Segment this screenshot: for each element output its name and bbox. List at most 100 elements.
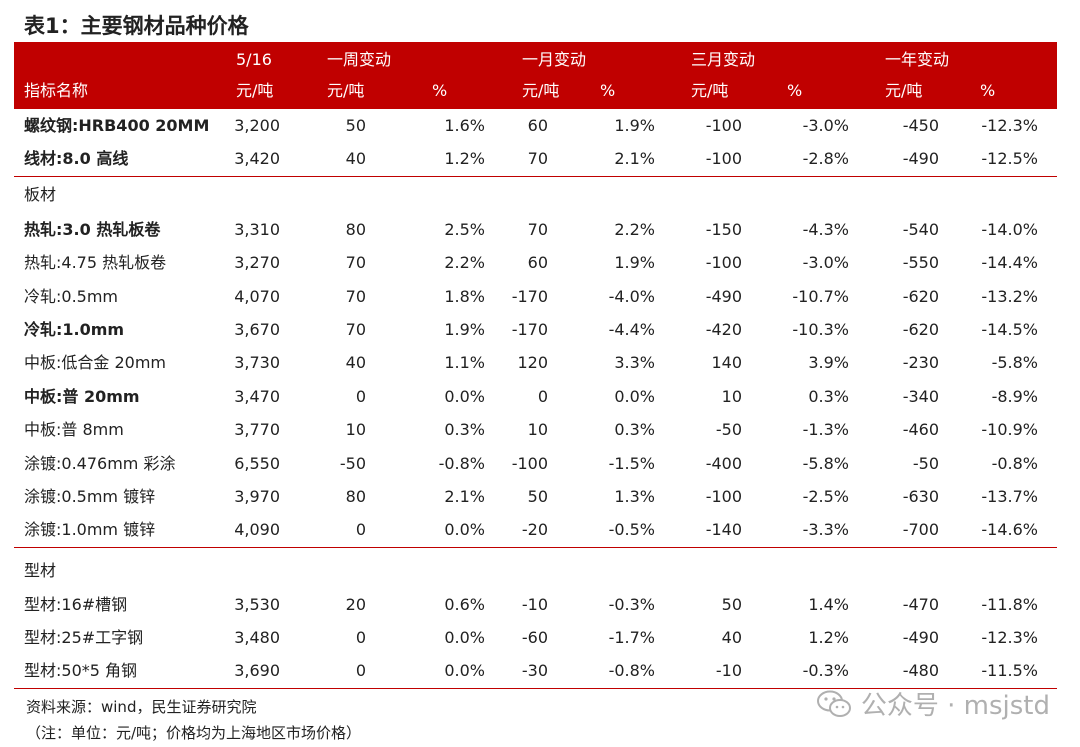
table-cell: 0 <box>355 520 366 540</box>
table-cell: 2.2% <box>614 219 655 239</box>
table-cell: 0.0% <box>444 386 485 406</box>
table-cell: 4,090 <box>234 520 280 540</box>
table-cell: 10 <box>721 386 742 406</box>
table-cell: 1.9% <box>614 116 655 135</box>
table-cell: -30 <box>521 661 548 681</box>
header-cell: 指标名称 <box>24 80 89 100</box>
table-cell: -50 <box>912 453 939 473</box>
table-cell: 50 <box>527 486 548 506</box>
row-label: 型材:50*5 角钢 <box>24 661 138 681</box>
table-cell: -420 <box>705 319 742 339</box>
table-cell: -230 <box>902 353 939 373</box>
table-cell: -4.3% <box>802 219 849 239</box>
table-cell: 1.9% <box>444 319 485 339</box>
section-divider <box>14 546 1057 548</box>
section-label: 型材 <box>24 560 57 580</box>
header-cell: 一年变动 <box>885 50 950 69</box>
table-cell: -14.0% <box>981 219 1038 239</box>
table-row: 螺纹钢:HRB400 20MM 3,200 50 1.6% 60 1.9% -100 -3.0… <box>14 109 1057 142</box>
table-cell: -340 <box>902 386 939 406</box>
table-cell: 3,480 <box>234 628 280 648</box>
table-cell: 1.1% <box>444 353 485 373</box>
header-cell: % <box>432 80 448 100</box>
table-cell: -10 <box>521 594 548 614</box>
table-cell: 1.6% <box>444 116 485 135</box>
table-cell: -3.0% <box>802 253 849 273</box>
table-cell: 3,310 <box>234 219 280 239</box>
source-note: 资料来源：wind，民生证券研究院 <box>26 698 257 716</box>
table-cell: -1.3% <box>802 420 849 440</box>
table-cell: 3,200 <box>234 116 280 135</box>
table-cell: 2.5% <box>444 219 485 239</box>
table-cell: -10.7% <box>792 286 849 306</box>
table-header: 5/16 一周变动 一月变动 三月变动 一年变动 指标名称 元/吨 元/吨% 元/吨% 元/吨%… <box>14 42 1057 109</box>
table-cell: -0.8% <box>991 453 1038 473</box>
table-cell: -400 <box>705 453 742 473</box>
row-label: 热轧:3.0 热轧板卷 <box>24 219 161 239</box>
table-cell: -620 <box>902 286 939 306</box>
table-cell: 1.9% <box>614 253 655 273</box>
table-cell: 70 <box>527 149 548 169</box>
row-label: 中板:普 8mm <box>24 420 124 440</box>
table-cell: 1.3% <box>614 486 655 506</box>
table-cell: -60 <box>521 628 548 648</box>
section-divider <box>14 687 1057 689</box>
table-cell: -12.5% <box>981 149 1038 169</box>
table-cell: 60 <box>527 116 548 135</box>
table-row: 中板:普 8mm 3,770 10 0.3% 10 0.3% -50 -1.3% -460 -10… <box>14 413 1057 446</box>
table-cell: -4.4% <box>608 319 655 339</box>
table-cell: -490 <box>705 286 742 306</box>
unit-note: （注：单位：元/吨；价格均为上海地区市场价格） <box>26 724 362 742</box>
table-cell: -100 <box>705 486 742 506</box>
table-cell: -0.8% <box>438 453 485 473</box>
row-label: 涂镀:1.0mm 镀锌 <box>24 520 156 540</box>
table-cell: 0.6% <box>444 594 485 614</box>
section-header-sections: 型材 <box>14 548 1057 588</box>
table-cell: 0.0% <box>444 520 485 540</box>
table-cell: -0.3% <box>802 661 849 681</box>
table-cell: 70 <box>345 319 366 339</box>
row-label: 冷轧:1.0mm <box>24 319 125 339</box>
table-cell: -1.5% <box>608 453 655 473</box>
table-cell: -540 <box>902 219 939 239</box>
table-cell: -10 <box>715 661 742 681</box>
row-label: 热轧:4.75 热轧板卷 <box>24 253 167 273</box>
row-label: 中板:低合金 20mm <box>24 353 167 373</box>
header-cell: % <box>600 80 616 100</box>
table-cell: -14.5% <box>981 319 1038 339</box>
table-row: 冷轧:0.5mm 4,070 70 1.8% -170 -4.0% -490 -10.7% -6… <box>14 280 1057 313</box>
table-cell: 3,470 <box>234 386 280 406</box>
table-cell: -8.9% <box>991 386 1038 406</box>
header-cell: 三月变动 <box>691 50 756 69</box>
table-cell: 3,770 <box>234 420 280 440</box>
table-title: 表1：主要钢材品种价格 <box>24 14 249 38</box>
table-cell: 80 <box>345 486 366 506</box>
table-cell: -0.5% <box>608 520 655 540</box>
table-cell: 70 <box>345 286 366 306</box>
table-cell: -100 <box>705 116 742 135</box>
table-cell: 3.9% <box>808 353 849 373</box>
table-cell: 80 <box>345 219 366 239</box>
table-cell: -5.8% <box>991 353 1038 373</box>
header-row-periods: 5/16 一周变动 一月变动 三月变动 一年变动 <box>14 42 1057 76</box>
table-cell: -4.0% <box>608 286 655 306</box>
header-cell: 一周变动 <box>327 50 392 69</box>
table-cell: -480 <box>902 661 939 681</box>
table-cell: -14.4% <box>981 253 1038 273</box>
table-cell: -100 <box>511 453 548 473</box>
table-cell: 0 <box>355 628 366 648</box>
group-long-products: 螺纹钢:HRB400 20MM 3,200 50 1.6% 60 1.9% -100 -3.0… <box>14 109 1057 176</box>
table-cell: 6,550 <box>234 453 280 473</box>
table-cell: 70 <box>345 253 366 273</box>
table-cell: 0.3% <box>444 420 485 440</box>
table-row: 型材:50*5 角钢 3,690 0 0.0% -30 -0.8% -10 -0.3% -480… <box>14 654 1057 687</box>
table-cell: 1.2% <box>444 149 485 169</box>
table-cell: -100 <box>705 253 742 273</box>
table-cell: -50 <box>339 453 366 473</box>
watermark-text: 公众号 · msjstd <box>860 691 1050 721</box>
table-row: 热轧:4.75 热轧板卷 3,270 70 2.2% 60 1.9% -100 -3.0% -5… <box>14 246 1057 279</box>
table-cell: -170 <box>511 286 548 306</box>
table-cell: -11.8% <box>981 594 1038 614</box>
table-cell: -550 <box>902 253 939 273</box>
table-cell: -13.7% <box>981 486 1038 506</box>
